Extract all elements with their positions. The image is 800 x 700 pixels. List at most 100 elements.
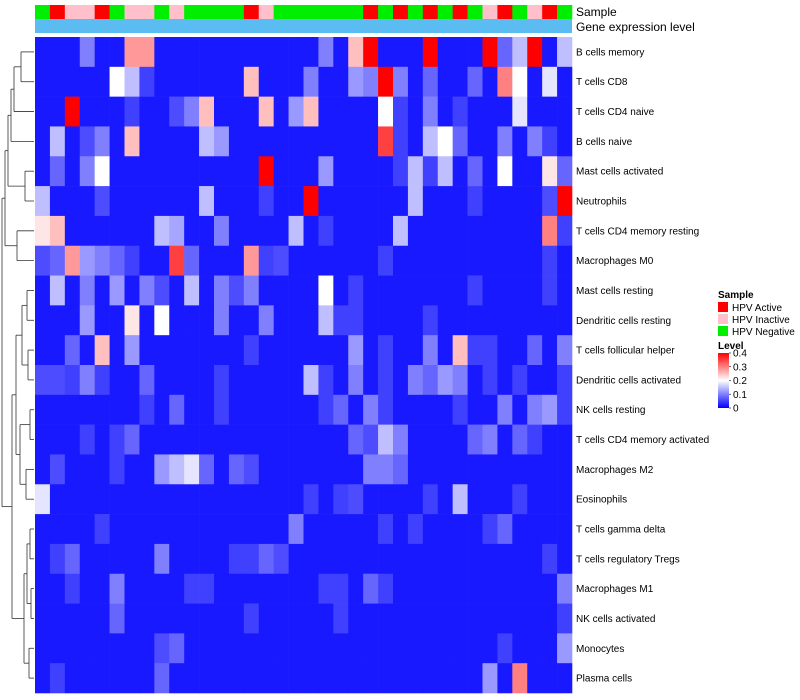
heatmap-cell [214,126,230,157]
heatmap-cell [333,215,349,247]
heatmap-cell [512,603,528,634]
heatmap-cell [124,156,140,187]
heatmap-cell [258,514,274,545]
heatmap-cell [378,215,394,247]
heatmap-cell [348,394,364,425]
heatmap-cell [318,156,334,187]
heatmap-cell [94,633,110,664]
heatmap-cell [452,365,468,396]
heatmap-cell [243,365,260,396]
heatmap-cell [542,514,558,545]
heatmap-cell [64,514,81,545]
heatmap-cell [333,305,349,336]
heatmap-cell [49,126,66,157]
heatmap-cell [452,573,468,604]
heatmap-cell [363,484,379,515]
heatmap-cell [228,573,245,604]
heatmap-cell [154,454,170,485]
heatmap-cell [273,96,289,127]
heatmap-cell [512,37,528,68]
row-label: Monocytes [576,644,624,655]
heatmap-cell [139,156,155,187]
heatmap-cell [35,275,51,306]
heatmap-cell [288,573,304,604]
heatmap-cell [139,335,155,366]
heatmap-cell [363,663,379,694]
heatmap-cell [139,573,155,604]
heatmap-cell [452,394,468,425]
heatmap-cell [407,305,424,336]
heatmap-cell [542,245,558,276]
heatmap-cell [542,215,558,247]
row-label: B cells memory [576,47,644,58]
legend-sample-swatch [718,302,728,312]
heatmap-cell [407,156,424,187]
heatmap-cell [49,37,66,68]
heatmap-cell [214,275,230,306]
heatmap-cell [452,66,468,97]
heatmap-cell [482,66,498,97]
heatmap-cell [527,305,543,336]
heatmap-cell [288,603,304,634]
heatmap-cell [288,365,304,396]
heatmap-cell [64,603,81,634]
sample-annotation-cell [154,5,170,19]
heatmap-cell [512,96,528,127]
legend-sample-label: HPV Active [732,303,782,314]
heatmap-cell [109,335,125,366]
heatmap-cell [258,663,274,694]
heatmap-cell [393,573,409,604]
heatmap-cell [258,186,274,217]
heatmap-cell [94,37,110,68]
heatmap-cell [512,156,528,187]
heatmap-cell [214,96,230,127]
heatmap-cell [109,484,125,515]
heatmap-cell [214,573,230,604]
heatmap-cell [393,335,409,366]
heatmap-cell [378,573,394,604]
heatmap-cell [333,37,349,68]
row-label: Plasma cells [576,674,632,685]
heatmap-cell [169,335,185,366]
heatmap-cell [124,424,140,455]
heatmap-cell [318,215,334,247]
heatmap-cell [467,275,483,306]
heatmap-cell [199,365,215,396]
heatmap-cell [452,543,468,575]
sample-annotation-cell [452,5,468,19]
heatmap-cell [139,305,155,336]
sample-annotation-cell [35,5,51,19]
heatmap-cell [378,66,394,97]
heatmap-cell [214,514,230,545]
heatmap-cell [139,245,155,276]
heatmap-cell [154,484,170,515]
heatmap-cell [154,335,170,366]
heatmap-cell [378,126,394,157]
heatmap-cell [557,186,573,217]
row-label: T cells CD4 naive [576,107,655,118]
legend-level-ticks: 0.4 0.3 0.2 0.1 0 [729,349,747,415]
row-label: NK cells resting [576,405,645,416]
heatmap-cell [184,514,200,545]
heatmap-cell [557,335,573,366]
heatmap-cell [79,484,95,515]
heatmap-cell [35,424,51,455]
heatmap-cell [288,66,304,97]
heatmap-cell [378,484,394,515]
heatmap-cell [557,484,573,515]
heatmap-cell [109,603,125,634]
heatmap-cell [258,573,274,604]
heatmap-cell [139,663,155,694]
heatmap-cell [199,335,215,366]
heatmap-cell [288,633,304,664]
heatmap-cell [542,424,558,455]
heatmap-cell [243,215,260,247]
heatmap-cell [303,66,319,97]
heatmap-cell [258,424,274,455]
heatmap-cell [49,66,66,97]
heatmap-cell [497,663,513,694]
heatmap-cell [169,156,185,187]
heatmap-cell [109,275,125,306]
